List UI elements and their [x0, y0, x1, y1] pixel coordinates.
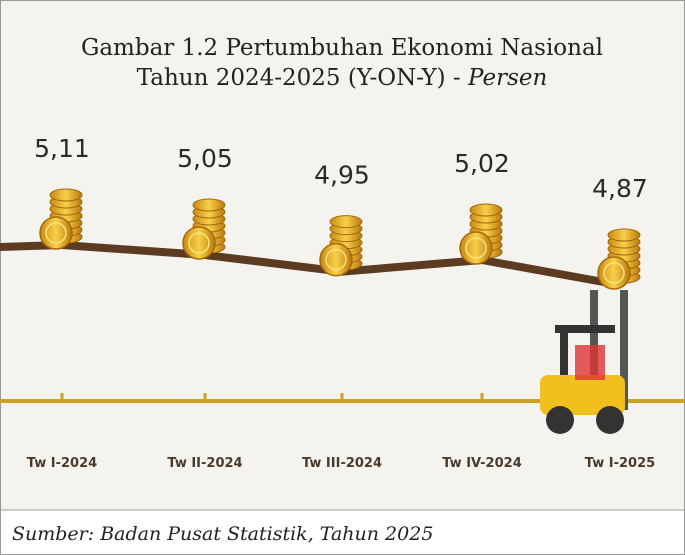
coin-front-inner — [465, 237, 487, 259]
forklift-illustration — [540, 290, 628, 434]
x-tick-label: Tw IV-2024 — [442, 456, 522, 471]
coin — [49, 188, 83, 202]
x-tick-label: Tw III-2024 — [302, 456, 382, 471]
coin — [329, 215, 363, 229]
coin-stack — [597, 228, 641, 290]
coin-front — [182, 226, 216, 260]
coin-stack — [459, 203, 503, 265]
data-label: 4,87 — [592, 174, 648, 203]
coin-stack — [39, 188, 83, 250]
source: Sumber: Badan Pusat Statistik, Tahun 202… — [12, 523, 433, 545]
data-label: 5,05 — [177, 144, 233, 173]
coin-front — [459, 231, 493, 265]
x-tick-label: Tw I-2024 — [27, 456, 97, 471]
title-text: Tahun 2024-2025 (Y-ON-Y) - — [137, 65, 461, 91]
coin-front — [319, 242, 353, 277]
coin-stack — [182, 198, 226, 260]
coin-front-inner — [45, 222, 67, 244]
data-label: 4,95 — [314, 161, 370, 190]
coin-front — [597, 256, 631, 290]
coin — [192, 198, 226, 212]
title-line: Tahun 2024-2025 (Y-ON-Y) - Persen — [137, 65, 548, 91]
coin-front — [39, 216, 73, 250]
x-tick-label: Tw II-2024 — [167, 456, 242, 471]
coin-stack — [319, 215, 363, 277]
title-emphasis: Persen — [467, 65, 547, 91]
data-label: 5,11 — [34, 134, 90, 163]
coin-front-inner — [603, 262, 625, 284]
coin-front-inner — [325, 248, 347, 271]
x-tick-label: Tw I-2025 — [585, 456, 655, 471]
title-line: Gambar 1.2 Pertumbuhan Ekonomi Nasional — [81, 35, 603, 61]
coin — [607, 228, 641, 242]
coin-front-inner — [188, 232, 210, 254]
coin — [469, 203, 503, 217]
data-label: 5,02 — [454, 149, 510, 178]
